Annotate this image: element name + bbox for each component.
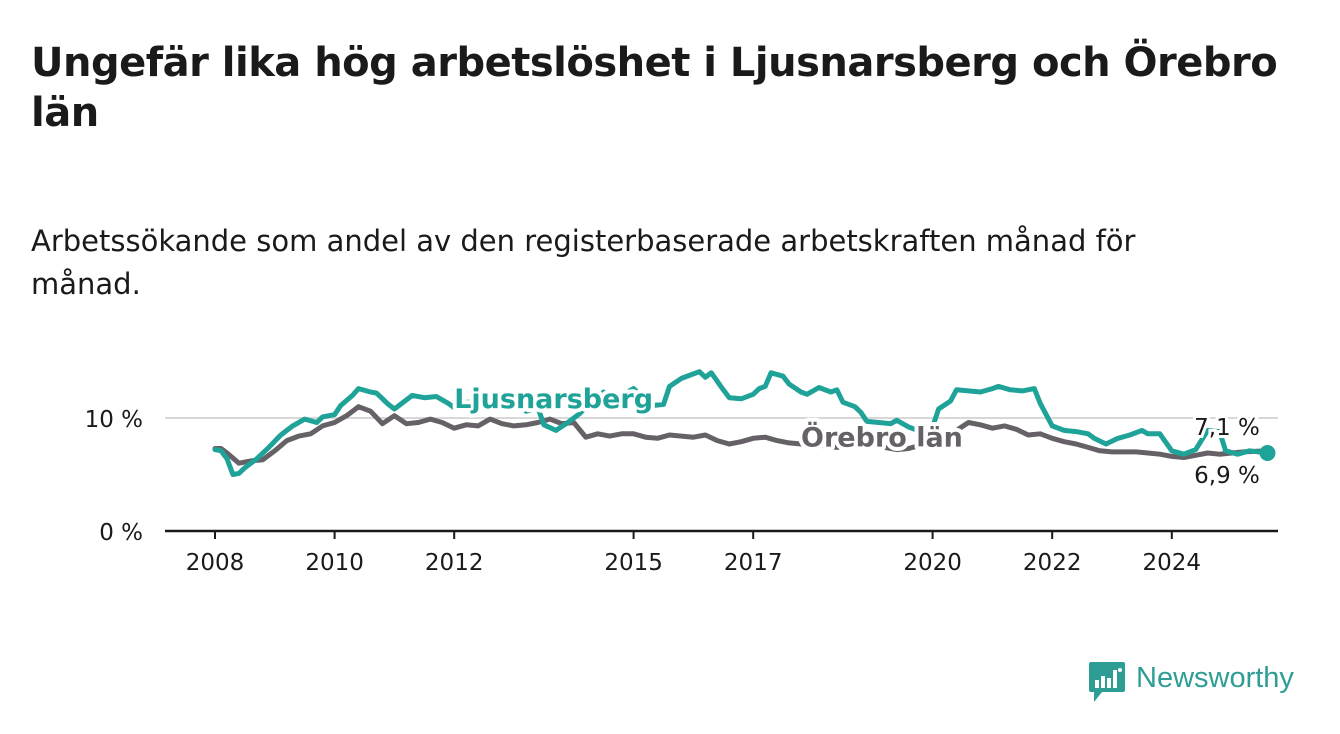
brand-name: Newsworthy [1136,662,1294,694]
series-line [212,369,1270,477]
line-chart: 0 % 10 % 2008 2010 2012 2015 2017 2020 2022 2024 L… [85,369,1278,576]
x-tick-label: 2017 [724,550,783,576]
chart-title: Ungefär lika hög arbetslöshet i Ljusnars… [31,40,1278,136]
series-line [212,404,1270,466]
x-tick-label: 2024 [1143,550,1202,576]
y-tick-label: 10 % [85,407,143,433]
newsworthy-logo-icon [1089,662,1125,702]
x-tick-label: 2010 [305,550,364,576]
end-value-label: 7,1 % [1194,415,1260,441]
x-tick-label: 2022 [1023,550,1082,576]
end-value-label: 6,9 % [1194,463,1260,489]
series-label: Örebro län [801,420,963,453]
x-tick-label: 2008 [186,550,245,576]
end-point-marker [1259,445,1276,462]
series-label: Ljusnarsberg [454,384,653,415]
x-tick-label: 2012 [425,550,484,576]
x-tick-label: 2015 [604,550,663,576]
y-tick-label: 0 % [99,520,143,546]
chart-subtitle: Arbetssökande som andel av den registerb… [31,224,1136,301]
x-tick-label: 2020 [903,550,962,576]
brand-logo[interactable]: Newsworthy [1088,660,1318,704]
